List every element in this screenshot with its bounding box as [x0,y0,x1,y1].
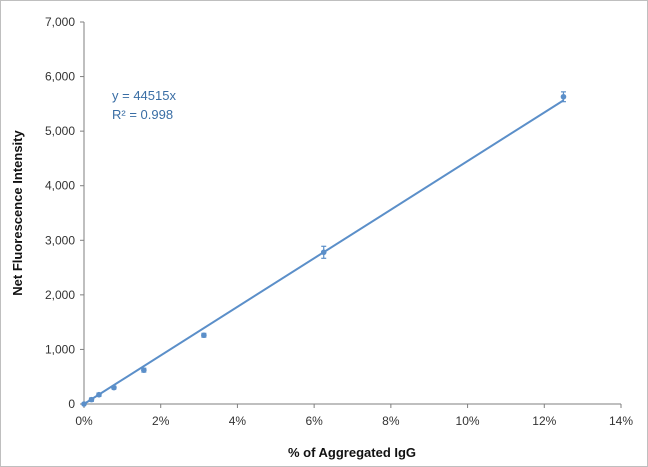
y-ticks: 0 1,000 2,000 3,000 4,000 5,000 6,000 7,000 [45,15,84,411]
y-tick-label: 7,000 [45,15,75,29]
equation-label: y = 44515x [112,88,176,103]
data-point [141,367,147,373]
y-axis-title: Net Fluorescence Intensity [10,130,25,296]
data-point [320,249,327,256]
y-tick-label: 4,000 [45,179,75,193]
data-point [201,332,207,339]
data-point [111,384,117,391]
data-point [96,391,102,398]
x-tick-label: 4% [229,414,247,428]
x-ticks: 0% 2% 4% 6% 8% 10% 12% 14% [75,404,633,428]
x-tick-label: 10% [456,414,480,428]
y-tick-label: 5,000 [45,124,75,138]
data-point [81,401,87,407]
data-point [88,396,95,403]
axes [83,22,621,405]
y-tick-label: 0 [68,397,75,411]
x-tick-label: 6% [305,414,323,428]
x-tick-label: 14% [609,414,633,428]
r-squared-label: R² = 0.998 [112,107,173,122]
x-tick-label: 12% [532,414,556,428]
y-tick-label: 2,000 [45,288,75,302]
x-tick-label: 0% [75,414,93,428]
x-tick-label: 8% [382,414,400,428]
points-layer [81,91,567,407]
y-tick-label: 3,000 [45,233,75,247]
x-tick-label: 2% [152,414,170,428]
y-tick-label: 1,000 [45,342,75,356]
x-axis-title: % of Aggregated IgG [288,445,416,460]
y-tick-label: 6,000 [45,70,75,84]
data-point [560,93,567,100]
